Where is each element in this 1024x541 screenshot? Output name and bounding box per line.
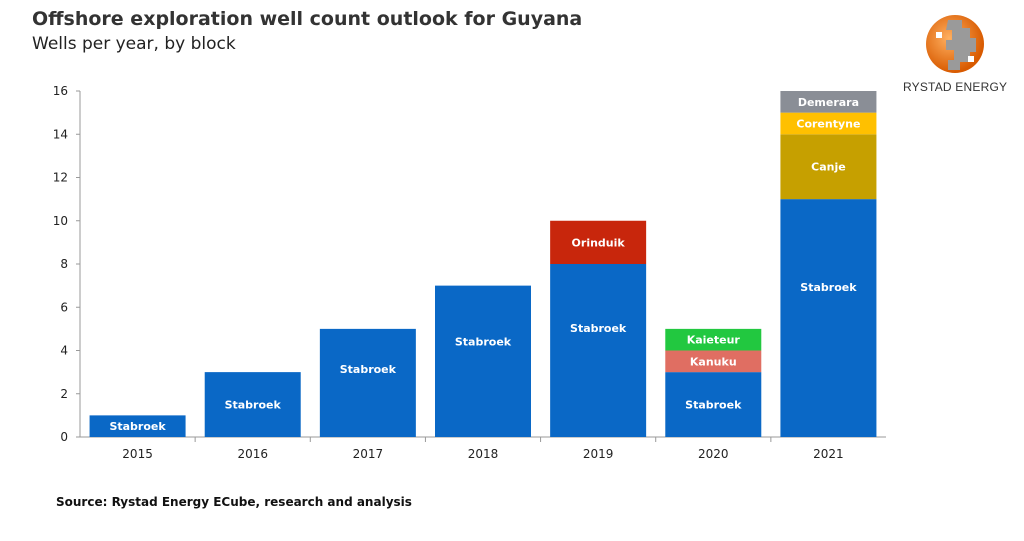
- segment-label: Demerara: [798, 96, 859, 109]
- bar-segment-demerara: [780, 91, 877, 113]
- segment-label: Corentyne: [796, 117, 860, 130]
- segment-label: Stabroek: [109, 420, 166, 433]
- bar-segment-kaieteur: [665, 328, 762, 351]
- bar-segment-stabroek: [204, 372, 301, 437]
- y-tick-label: 6: [60, 300, 68, 314]
- segment-label: Stabroek: [455, 336, 512, 349]
- y-tick-label: 0: [60, 430, 68, 444]
- x-tick-label: 2018: [468, 447, 499, 461]
- x-tick-label: 2016: [237, 447, 268, 461]
- segment-label: Kanuku: [690, 355, 737, 368]
- segment-label: Kaieteur: [687, 334, 741, 347]
- segment-label: Stabroek: [225, 399, 282, 412]
- bar-segment-canje: [780, 134, 877, 200]
- segment-label: Stabroek: [685, 399, 742, 412]
- segment-label: Canje: [811, 161, 846, 174]
- chart-title: Offshore exploration well count outlook …: [32, 8, 583, 30]
- y-tick-label: 12: [53, 171, 68, 185]
- bar-segment-stabroek: [780, 199, 877, 437]
- x-tick-label: 2019: [583, 447, 614, 461]
- bar-segment-stabroek: [435, 285, 531, 437]
- segment-label: Orinduik: [572, 236, 626, 249]
- y-tick-label: 10: [53, 214, 68, 228]
- y-tick-label: 14: [53, 127, 68, 141]
- bar-segment-stabroek: [89, 415, 186, 437]
- chart-subtitle: Wells per year, by block: [32, 34, 236, 54]
- bar-segment-stabroek: [550, 264, 647, 437]
- globe-logo-icon: [926, 15, 984, 73]
- bar-segment-stabroek: [319, 328, 416, 437]
- y-tick-label: 4: [60, 344, 68, 358]
- x-tick-label: 2015: [122, 447, 153, 461]
- y-tick-label: 2: [60, 387, 68, 401]
- logo-text: RYSTAD ENERGY: [903, 80, 1008, 94]
- bar-segment-stabroek: [665, 372, 762, 437]
- source-note: Source: Rystad Energy ECube, research an…: [56, 495, 412, 509]
- segment-label: Stabroek: [570, 322, 627, 335]
- y-tick-label: 8: [60, 257, 68, 271]
- bar-segment-corentyne: [780, 112, 877, 135]
- segment-label: Stabroek: [800, 281, 857, 294]
- y-tick-label: 16: [53, 84, 68, 98]
- bar-segment-kanuku: [665, 350, 762, 373]
- x-tick-label: 2021: [813, 447, 844, 461]
- x-tick-label: 2017: [353, 447, 384, 461]
- x-tick-label: 2020: [698, 447, 729, 461]
- bar-segment-orinduik: [550, 220, 647, 264]
- segment-label: Stabroek: [340, 363, 397, 376]
